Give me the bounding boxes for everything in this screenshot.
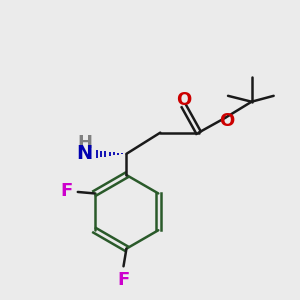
Text: F: F — [60, 182, 72, 200]
Text: O: O — [176, 91, 191, 109]
Text: F: F — [117, 271, 130, 289]
Text: H: H — [77, 134, 92, 152]
Text: N: N — [76, 144, 93, 163]
Text: O: O — [219, 112, 234, 130]
